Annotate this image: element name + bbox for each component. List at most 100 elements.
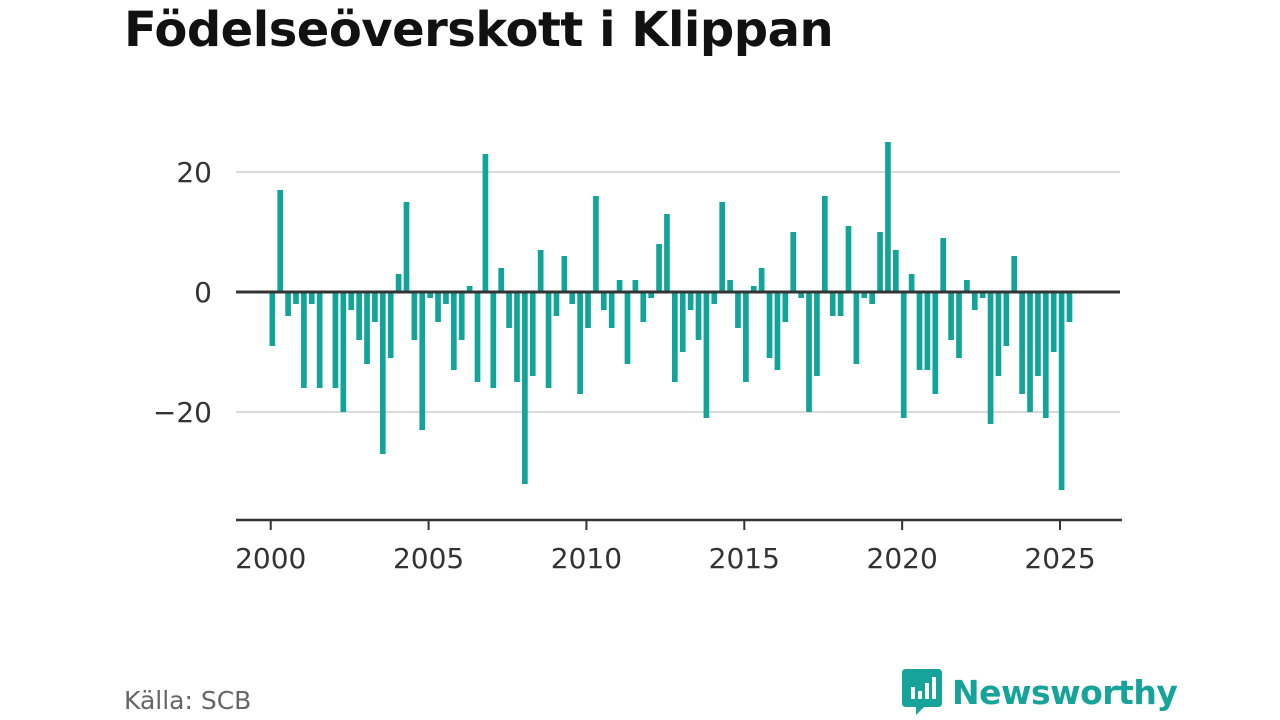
logo-text: Newsworthy — [952, 672, 1178, 712]
bar — [537, 250, 544, 292]
bar — [277, 190, 284, 292]
bar — [648, 292, 655, 298]
bar — [451, 292, 457, 370]
bar — [632, 280, 639, 292]
bar — [916, 292, 923, 370]
bar — [948, 292, 954, 340]
x-tick-label: 2010 — [551, 542, 622, 575]
bar — [869, 292, 876, 304]
bar — [340, 292, 347, 412]
bar — [332, 292, 339, 388]
bar — [703, 292, 710, 418]
bar — [514, 292, 520, 382]
bar — [435, 292, 441, 322]
bar — [782, 292, 789, 322]
bar — [561, 256, 568, 292]
bar — [790, 232, 797, 292]
bar — [395, 274, 402, 292]
bar — [624, 292, 631, 364]
bar — [403, 202, 410, 292]
bar — [798, 292, 804, 298]
bar — [727, 280, 733, 292]
bar — [900, 292, 907, 418]
bar — [411, 292, 418, 340]
bar — [806, 292, 812, 412]
bar — [308, 292, 315, 304]
bar — [427, 292, 434, 298]
bar — [821, 196, 828, 292]
bar — [1066, 292, 1073, 322]
bar — [301, 292, 307, 388]
bar — [545, 292, 552, 388]
bar — [458, 292, 465, 340]
y-tick-label: −20 — [153, 396, 212, 429]
bar — [1027, 292, 1033, 412]
x-tick-label: 2015 — [709, 542, 780, 575]
bar — [758, 268, 765, 292]
bar — [853, 292, 860, 364]
bar — [1003, 292, 1010, 346]
bar — [743, 292, 749, 382]
bar — [522, 292, 528, 484]
y-tick-label: 0 — [194, 276, 212, 309]
bar — [837, 292, 844, 316]
bar — [1011, 256, 1018, 292]
bar — [379, 292, 386, 454]
bar-chart-speech-bubble-icon — [902, 669, 942, 715]
bar — [577, 292, 583, 394]
bars — [269, 142, 1073, 490]
bar — [861, 292, 868, 298]
bar — [616, 280, 623, 292]
x-tick-label: 2005 — [393, 542, 464, 575]
y-tick-label: 20 — [176, 156, 212, 189]
x-tick-label: 2020 — [867, 542, 938, 575]
bar — [829, 292, 836, 316]
bar — [608, 292, 615, 328]
bar — [845, 226, 852, 292]
bar — [490, 292, 497, 388]
bar — [814, 292, 820, 376]
bar — [1042, 292, 1049, 418]
bar — [877, 232, 883, 292]
tick-labels: 20 0 −20 2000 2005 2010 2015 2020 2025 — [153, 156, 1096, 575]
bar — [1050, 292, 1057, 352]
bar — [372, 292, 378, 322]
bar — [529, 292, 536, 376]
bar — [679, 292, 686, 352]
bar — [593, 196, 599, 292]
bar — [466, 286, 473, 292]
bar — [908, 274, 915, 292]
chart-title: Födelseöverskott i Klippan — [124, 2, 834, 58]
bar — [498, 268, 505, 292]
bar — [585, 292, 591, 328]
bar — [600, 292, 607, 310]
bar — [474, 292, 481, 382]
x-tick-label: 2000 — [235, 542, 306, 575]
bar — [987, 292, 994, 424]
bar — [664, 214, 670, 292]
bar — [656, 244, 662, 292]
bar — [419, 292, 426, 430]
bar — [932, 292, 939, 394]
bar — [885, 142, 891, 292]
bar — [553, 292, 560, 316]
bar — [364, 292, 370, 364]
bar — [482, 154, 489, 292]
axes — [236, 290, 1122, 530]
bar — [672, 292, 678, 382]
bar — [348, 292, 355, 310]
bar — [640, 292, 647, 322]
bar — [387, 292, 394, 358]
bar — [443, 292, 449, 304]
newsworthy-logo: Newsworthy — [902, 669, 1178, 715]
bar — [956, 292, 962, 358]
bar — [766, 292, 773, 358]
bar — [735, 292, 741, 328]
bar — [893, 250, 899, 292]
bar — [1058, 292, 1065, 490]
bar — [719, 202, 726, 292]
bar — [995, 292, 1002, 376]
bar — [293, 292, 299, 304]
bar — [695, 292, 702, 340]
bar — [1019, 292, 1025, 394]
